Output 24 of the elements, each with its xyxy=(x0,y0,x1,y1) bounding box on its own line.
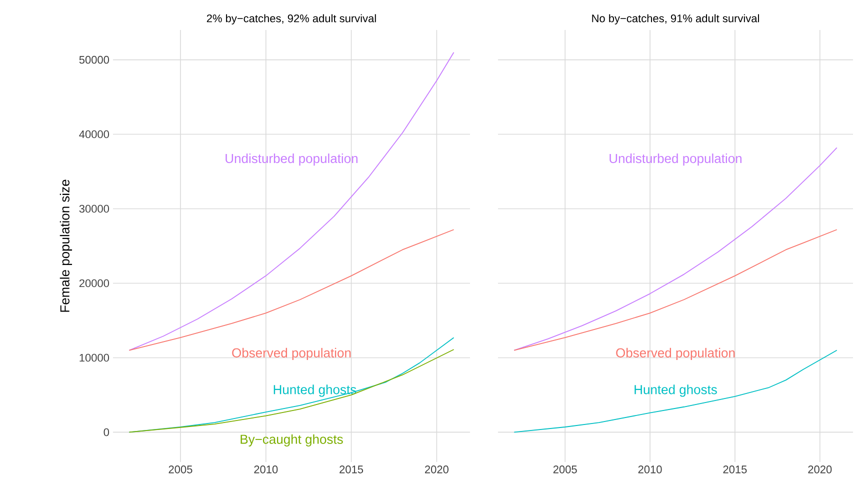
x-tick-label: 2015 xyxy=(340,466,364,474)
y-tick-label: 20000 xyxy=(79,279,110,288)
x-tick-label: 2005 xyxy=(168,466,192,474)
series-label: Hunted ghosts xyxy=(274,384,356,397)
y-tick-label: 30000 xyxy=(79,204,110,213)
y-axis-title: Female population size xyxy=(60,180,72,312)
series-label: Undisturbed population xyxy=(226,154,358,166)
series-label: By−caught ghosts xyxy=(240,434,343,446)
x-tick-label: 2010 xyxy=(638,466,662,474)
y-tick-label: 50000 xyxy=(79,56,110,64)
x-tick-label: 2020 xyxy=(425,466,448,474)
chart-title: 2% by−catches, 92% adult survival xyxy=(206,14,376,24)
series-label: Hunted ghosts xyxy=(634,384,717,397)
x-tick-label: 2010 xyxy=(254,466,278,474)
x-tick-label: 2015 xyxy=(723,466,747,474)
series-label: Observed population xyxy=(232,348,351,360)
series-label: Observed population xyxy=(616,348,735,360)
y-tick-label: 0 xyxy=(104,428,110,436)
y-tick-label: 10000 xyxy=(80,354,110,362)
text: Undisturbed population xyxy=(610,154,742,166)
x-tick-label: 2020 xyxy=(808,466,832,474)
y-tick-label: 40000 xyxy=(79,130,110,138)
chart-title: No by−catches, 91% adult survival xyxy=(592,14,759,24)
x-tick-label: 2005 xyxy=(553,466,577,474)
